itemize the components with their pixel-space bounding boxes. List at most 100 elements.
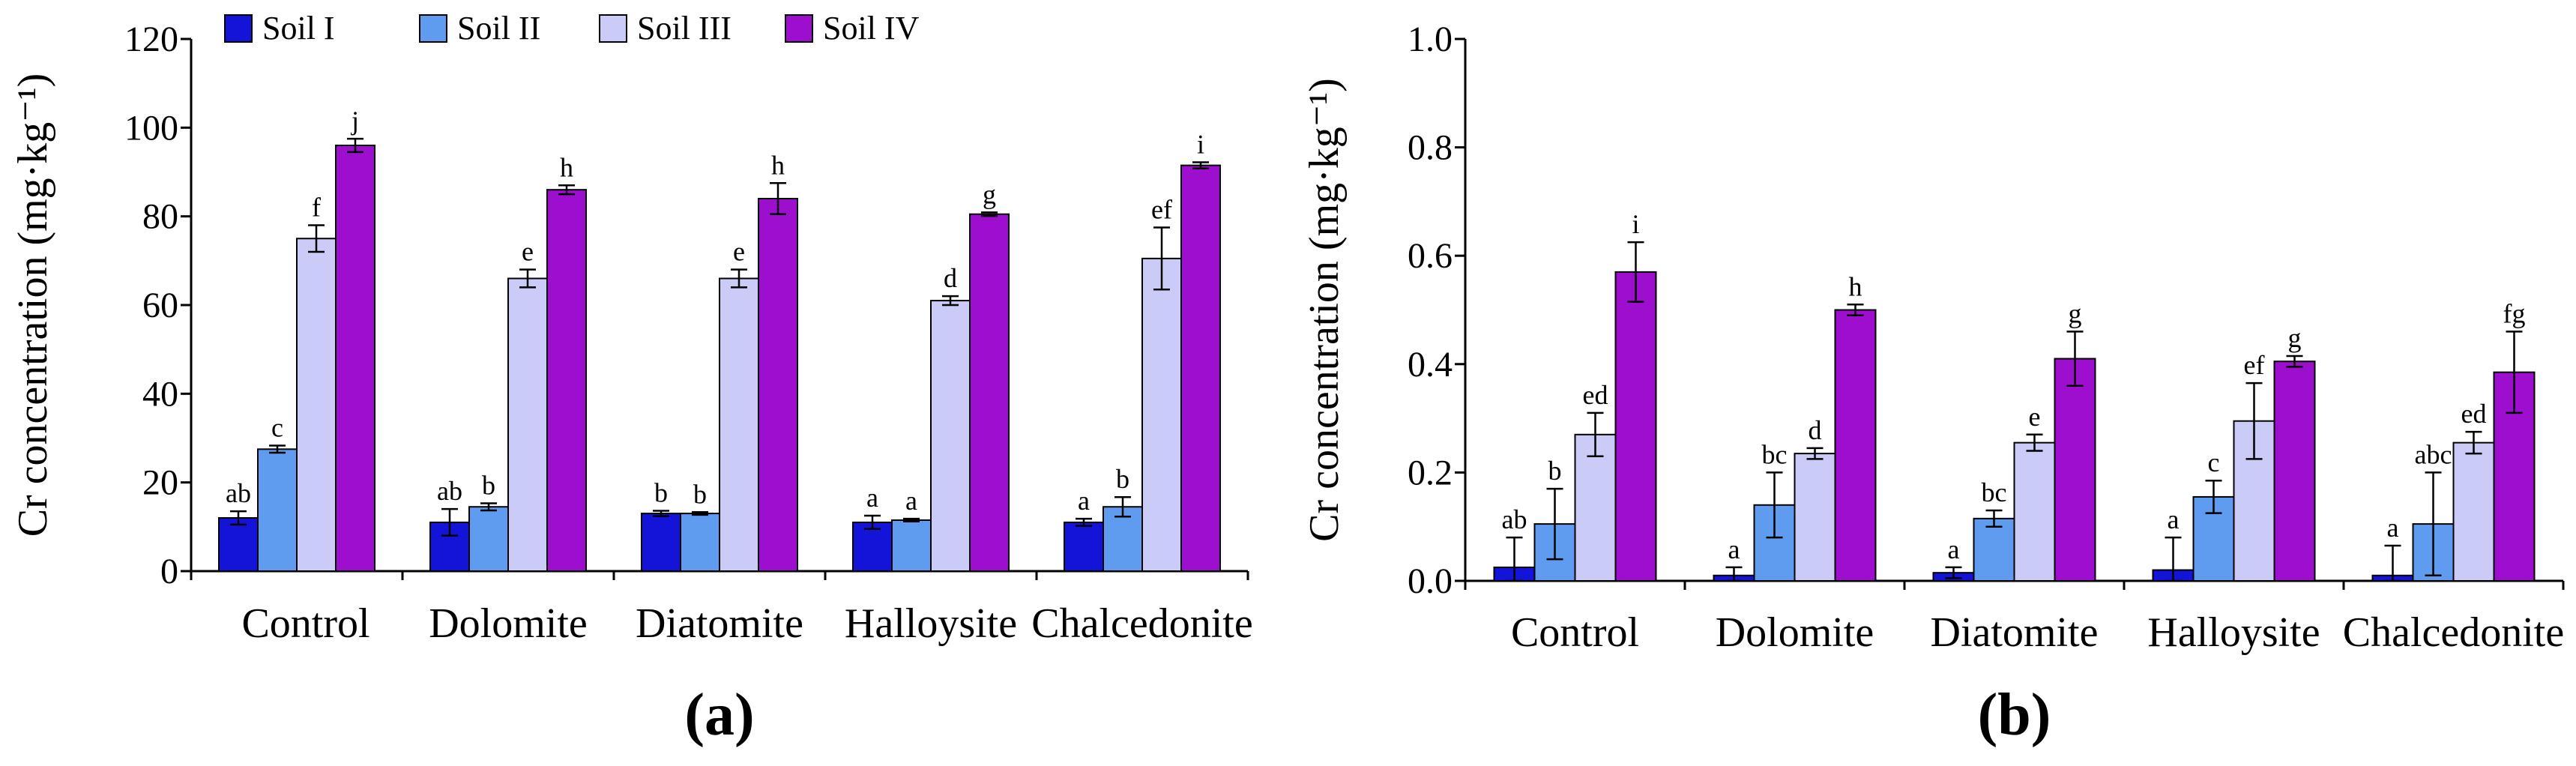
legend-swatch — [785, 14, 813, 43]
significance-label: a — [1078, 486, 1090, 516]
y-tick-label: 0.8 — [1408, 128, 1453, 168]
x-category-label: Control — [1511, 609, 1639, 656]
significance-label: bc — [1762, 439, 1788, 469]
bar — [1180, 164, 1221, 572]
significance-label: bc — [1982, 477, 2007, 507]
significance-label: ef — [1151, 194, 1172, 224]
y-tick-label: 0.6 — [1408, 236, 1453, 276]
legend-label: Soil II — [457, 10, 540, 46]
y-tick-label: 120 — [124, 19, 178, 59]
significance-label: a — [1728, 534, 1740, 564]
significance-label: d — [944, 263, 957, 293]
legend-swatch — [599, 14, 627, 43]
bar — [641, 513, 681, 572]
significance-label: c — [2208, 447, 2220, 477]
panel-a-bar-chart: 0 20 40 60 80 100 120 Cr concentration (mg·kg⁻¹… — [10, 10, 1253, 748]
legend-swatch — [224, 14, 253, 43]
bar — [1614, 271, 1657, 582]
x-category-label: Chalcedonite — [1031, 600, 1252, 647]
y-tick-label: 1.0 — [1408, 19, 1453, 59]
significance-label: b — [693, 479, 707, 509]
bar — [1794, 453, 1836, 582]
significance-label: ab — [1502, 504, 1527, 534]
x-category-label: Dolomite — [429, 600, 588, 647]
significance-label: abc — [2415, 439, 2452, 469]
significance-label: ed — [1583, 380, 1608, 410]
bar — [1064, 521, 1104, 573]
significance-label: ef — [2244, 350, 2265, 380]
significance-label: b — [654, 478, 668, 508]
bar — [257, 448, 298, 573]
significance-label: ab — [437, 476, 462, 506]
panel-label: (b) — [1978, 682, 2051, 748]
significance-label: c — [271, 413, 283, 443]
y-tick-label: 0 — [160, 552, 178, 591]
x-category-label: Diatomite — [636, 600, 803, 647]
bar — [507, 277, 548, 572]
y-tick-label: 60 — [142, 286, 178, 325]
significance-label: a — [1948, 534, 1960, 564]
significance-label: fg — [2503, 298, 2526, 328]
significance-label: i — [1197, 129, 1204, 159]
bar — [852, 521, 893, 573]
x-category-label: Halloysite — [845, 600, 1017, 647]
significance-label: h — [1849, 271, 1862, 301]
bar — [468, 506, 509, 572]
significance-label: ed — [2461, 399, 2487, 429]
bar — [758, 198, 798, 572]
x-category-label: Control — [241, 600, 369, 647]
significance-label: j — [350, 106, 359, 136]
y-tick-label: 20 — [142, 463, 178, 503]
y-tick-label: 80 — [142, 197, 178, 237]
bar — [2273, 361, 2316, 582]
bar — [930, 300, 971, 572]
significance-label: e — [733, 237, 745, 267]
significance-label: h — [771, 150, 785, 180]
bar — [2013, 441, 2056, 582]
significance-label: b — [1548, 456, 1562, 486]
bar — [335, 145, 375, 572]
bar — [1141, 257, 1182, 572]
significance-label: b — [482, 470, 495, 500]
legend-swatch — [419, 14, 447, 43]
significance-label: h — [560, 152, 573, 182]
bar — [1834, 309, 1877, 582]
y-tick-label: 0.0 — [1408, 561, 1453, 601]
bar — [891, 519, 932, 572]
significance-label: f — [312, 193, 321, 223]
significance-label: a — [905, 486, 917, 516]
legend-label: Soil I — [262, 10, 335, 46]
significance-label: a — [2387, 513, 2399, 543]
y-axis-title: Cr concentration (mg·kg⁻¹) — [10, 73, 56, 537]
x-category-label: Chalcedonite — [2343, 609, 2564, 656]
y-tick-label: 100 — [124, 108, 178, 148]
x-category-label: Halloysite — [2147, 609, 2320, 656]
bar — [2452, 441, 2495, 582]
x-category-label: Dolomite — [1716, 609, 1874, 656]
bar — [969, 213, 1010, 572]
bar — [546, 189, 587, 573]
significance-label: ab — [226, 478, 251, 508]
significance-label: e — [2029, 402, 2041, 432]
significance-label: b — [1116, 464, 1129, 494]
legend-label: Soil III — [637, 10, 732, 46]
panel-label: (a) — [684, 682, 754, 748]
bar — [719, 277, 759, 572]
bar — [296, 238, 337, 572]
y-tick-label: 0.4 — [1408, 345, 1453, 384]
significance-label: a — [866, 483, 878, 513]
bar — [2054, 358, 2096, 582]
significance-label: d — [1809, 415, 1822, 445]
panel-b-bar-chart: 0.0 0.2 0.4 0.6 0.8 1.0 Cr concentration (mg·k… — [1301, 19, 2565, 748]
significance-label: e — [522, 237, 534, 267]
bar — [1103, 506, 1143, 572]
y-tick-label: 40 — [142, 374, 178, 414]
significance-label: g — [2288, 323, 2302, 353]
bar — [218, 517, 259, 572]
y-axis-title: Cr concentration (mg·kg⁻¹) — [1301, 78, 1348, 542]
bar — [680, 513, 720, 572]
legend-label: Soil IV — [823, 10, 920, 46]
significance-label: g — [983, 179, 996, 209]
x-category-label: Diatomite — [1931, 609, 2099, 656]
